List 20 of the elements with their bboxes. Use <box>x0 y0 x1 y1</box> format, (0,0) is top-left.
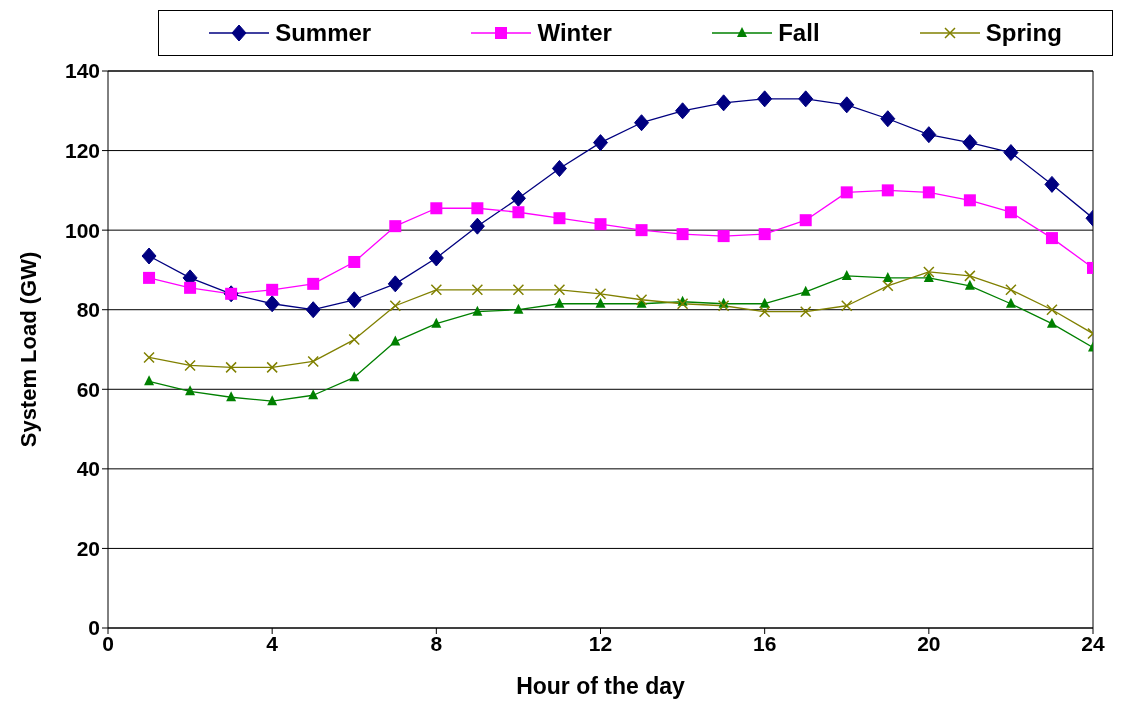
legend-label: Summer <box>275 19 372 47</box>
legend-label: Fall <box>778 19 820 47</box>
y-tick-label: 80 <box>76 298 100 322</box>
y-tick-label: 0 <box>88 616 100 640</box>
y-tick-label: 60 <box>76 377 100 401</box>
y-axis-title: System Load (GW) <box>15 251 41 448</box>
y-tick-label: 100 <box>64 218 100 242</box>
x-tick-label: 12 <box>588 631 613 655</box>
legend-label: Spring <box>985 19 1062 47</box>
y-tick-label: 140 <box>64 59 100 83</box>
x-tick-label: 8 <box>430 631 443 655</box>
y-tick-label: 40 <box>76 457 100 481</box>
legend-label: Winter <box>537 19 612 47</box>
x-tick-label: 20 <box>917 631 941 655</box>
y-tick-label: 120 <box>64 139 100 163</box>
y-tick-label: 20 <box>76 536 100 560</box>
x-axis-title: Hour of the day <box>516 673 686 700</box>
x-tick-label: 4 <box>266 631 279 655</box>
x-tick-label: 24 <box>1081 631 1105 655</box>
x-tick-label: 16 <box>752 631 777 655</box>
